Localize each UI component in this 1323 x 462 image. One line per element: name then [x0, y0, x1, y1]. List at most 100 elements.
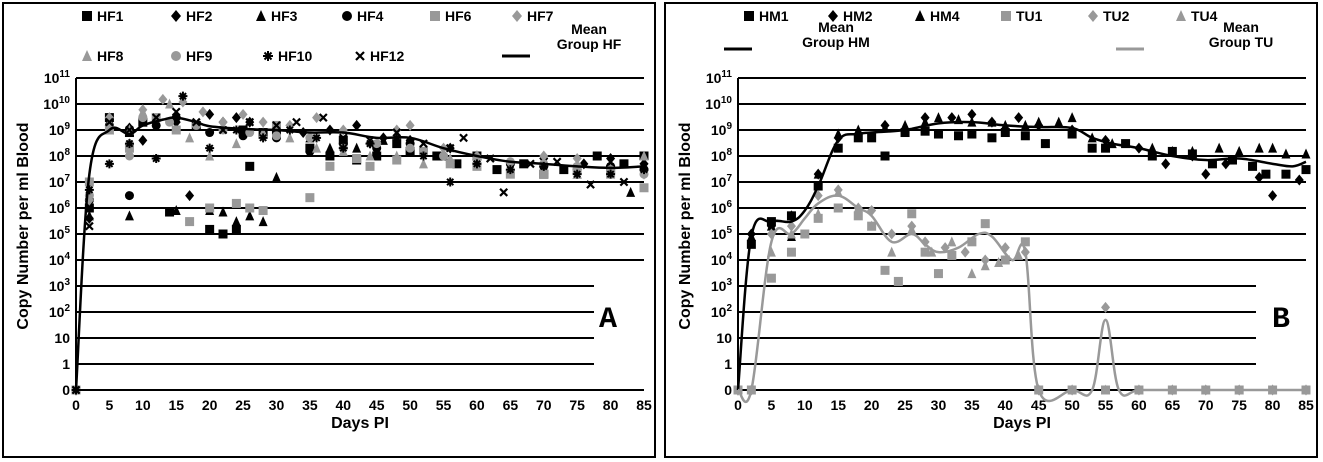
point-tu4-18: [1101, 384, 1111, 395]
legend-item-hf7: HF7: [512, 8, 554, 24]
x-tick-label-75: 75: [1231, 397, 1247, 413]
point-hf1-8: [218, 229, 228, 239]
point-hf1-4: [138, 117, 148, 127]
point-tu1-7: [853, 211, 863, 221]
x-tick-label-10: 10: [797, 397, 813, 413]
point-hf3-4: [171, 205, 181, 216]
series-tu1: [733, 203, 1311, 395]
point-hf10-14: [418, 151, 428, 161]
point-hf6-5: [171, 125, 181, 135]
x-tick-label-15: 15: [830, 397, 846, 413]
point-hf4-9: [305, 146, 315, 156]
point-hm1-26: [1227, 155, 1237, 165]
x-tick-label-65: 65: [1165, 397, 1181, 413]
series-line-mean-group-hf: [74, 116, 645, 391]
x-tick-label-50: 50: [1064, 397, 1080, 413]
point-hf3-1: [84, 210, 94, 221]
legend-marker-hf3: [256, 10, 266, 21]
y-gridlines: [738, 77, 1306, 391]
x-tick-label-70: 70: [536, 397, 552, 413]
point-hf12-24: [639, 161, 649, 171]
y-tick-label-12: 1011: [706, 69, 733, 86]
legend-label-hm4: HM4: [930, 8, 960, 24]
point-hf6-24: [639, 183, 649, 193]
legend-marker-hm4: [915, 10, 925, 21]
legend-label-hf9: HF9: [186, 48, 213, 64]
x-tick-label-85: 85: [636, 397, 652, 413]
point-hf3-10: [271, 171, 281, 182]
point-hf1-15: [325, 151, 335, 161]
point-hf9-14: [439, 151, 449, 161]
point-tu4-8: [887, 246, 897, 257]
point-hf3-9: [258, 216, 268, 227]
point-hf7-12: [312, 112, 322, 124]
point-hm1-22: [1147, 151, 1157, 161]
point-hf12-10: [292, 117, 301, 127]
x-tick-label-40: 40: [336, 397, 352, 413]
legend-label-mean-group-tu-line2: Group TU: [1209, 34, 1274, 50]
point-hf10-20: [606, 169, 616, 179]
legend-marker-tu2: [1088, 10, 1098, 22]
point-hf10-17: [505, 165, 515, 175]
chart-a-svg: HF1 HF2 HF3 HF4 HF6 HF7 HF8 HF9 HF10 HF12 MeanGrou…: [15, 8, 652, 432]
y-tick-label-7: 106: [711, 199, 733, 216]
y-tick-label-3: 102: [711, 303, 733, 320]
point-hf3-3: [124, 210, 134, 221]
point-tu4-9: [907, 223, 917, 234]
y-tick-label-5: 104: [711, 251, 733, 268]
point-hf10-7: [231, 125, 241, 135]
point-tu4-14: [994, 257, 1004, 268]
x-axis-title: Days PI: [331, 415, 389, 432]
y-axis-title: Copy Number per ml Blood: [677, 122, 694, 329]
legend-item-hf9: HF9: [171, 48, 213, 64]
point-hm4-23: [1187, 145, 1197, 156]
legend-label-mean-group-tu-line1: Mean: [1223, 19, 1259, 35]
point-hf4-3: [124, 191, 134, 201]
point-hf12-19: [499, 187, 509, 197]
y-tick-label-8: 107: [49, 173, 71, 190]
point-tu4-7: [867, 220, 877, 231]
point-hm4-28: [1281, 148, 1291, 159]
point-hf10-8: [258, 133, 268, 143]
legend-marker-hm2: [828, 10, 838, 22]
legend-item-tu4: TU4: [1176, 8, 1218, 24]
x-tick-label-25: 25: [235, 397, 251, 413]
point-tu4-13: [980, 260, 990, 271]
point-hm1-28: [1261, 169, 1271, 179]
point-hf12-9: [272, 121, 281, 130]
legend-label-mean-group-hm-line1: Mean: [818, 19, 854, 35]
y-tick-label-6: 105: [49, 225, 71, 242]
legend-label-hf8: HF8: [97, 48, 124, 64]
point-tu2-8: [887, 228, 897, 240]
legend-marker-hf1: [82, 11, 92, 21]
legend-marker-tu1: [1001, 11, 1011, 21]
point-tu4-12: [967, 268, 977, 279]
point-hm4-17: [1054, 116, 1064, 127]
point-hm1-16: [1020, 131, 1030, 141]
legend-item-hf2: HF2: [171, 8, 213, 24]
point-hf6-6: [185, 217, 195, 227]
point-hf10-6: [205, 143, 215, 153]
x-tick-label-60: 60: [1131, 397, 1147, 413]
point-tu1-3: [786, 247, 796, 257]
legend-item-hf4: HF4: [342, 8, 384, 24]
legend-item-hm1: HM1: [744, 8, 789, 24]
point-tu2-18: [1101, 301, 1111, 313]
series-line-mean-group-hm: [736, 120, 1307, 391]
x-tick-label-40: 40: [998, 397, 1014, 413]
legend-label-mean-group-hm-line2: Group HM: [802, 34, 870, 50]
point-hf1-1: [84, 203, 94, 213]
point-hm4-8: [900, 119, 910, 130]
point-hf12-8: [245, 117, 255, 127]
point-tu1-13: [933, 269, 943, 279]
point-hm2-24: [1294, 174, 1304, 186]
point-hf8-15: [418, 158, 428, 169]
point-hf10-11: [338, 143, 348, 153]
point-hf7-20: [539, 150, 549, 162]
legend-label-mean-group-hf-line1: Mean: [571, 21, 607, 37]
x-tick-label-20: 20: [202, 397, 218, 413]
point-hf9-12: [372, 139, 382, 149]
legend-label-hf4: HF4: [357, 8, 384, 24]
legend-item-hm4: HM4: [915, 8, 960, 24]
